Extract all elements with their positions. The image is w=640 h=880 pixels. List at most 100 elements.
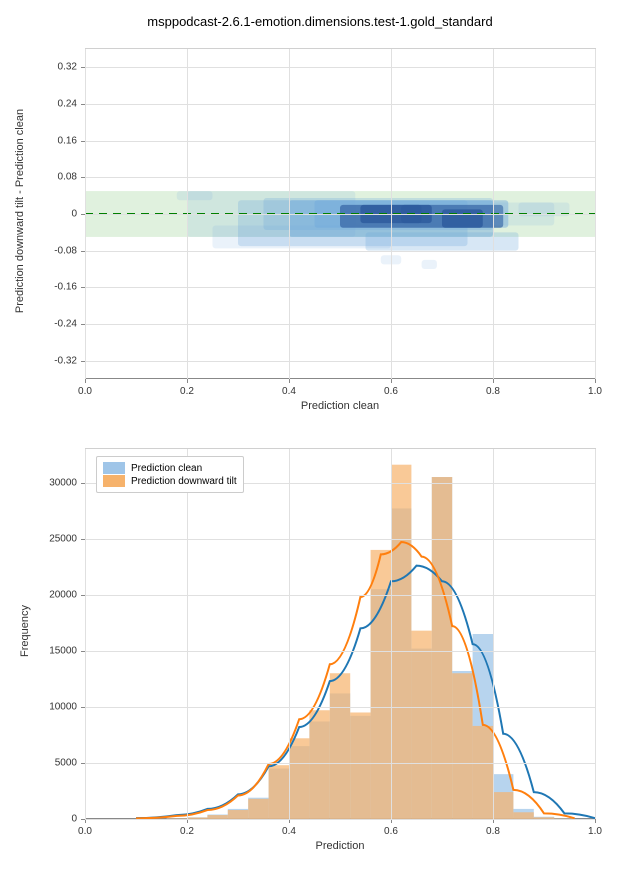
y-tick-label: 0	[71, 814, 77, 825]
tick-mark	[81, 67, 85, 68]
y-tick-label: 15000	[49, 645, 77, 656]
tick-mark	[81, 595, 85, 596]
legend-label: Prediction downward tilt	[131, 476, 237, 487]
x-tick-label: 0.2	[180, 826, 194, 837]
y-tick-label: 0.08	[58, 172, 77, 183]
x-tick-label: 0.4	[282, 386, 296, 397]
tick-mark	[81, 763, 85, 764]
x-tick-label: 1.0	[588, 386, 602, 397]
histogram-bar	[330, 673, 350, 819]
x-tick-label: 0.2	[180, 386, 194, 397]
histogram-bar	[432, 477, 452, 819]
gridline	[85, 361, 595, 362]
legend-item: Prediction clean	[103, 462, 237, 474]
tick-mark	[81, 141, 85, 142]
bland-altman-plot: 0.00.20.40.60.81.0-0.32-0.24-0.16-0.0800…	[85, 48, 596, 379]
histogram-bar	[493, 792, 513, 819]
x-tick-label: 0.0	[78, 386, 92, 397]
legend: Prediction clean Prediction downward tilt	[96, 456, 244, 493]
y-tick-label: 0.32	[58, 62, 77, 73]
tick-mark	[81, 324, 85, 325]
histogram-bar	[248, 799, 268, 819]
tick-mark	[81, 707, 85, 708]
y-tick-label: -0.32	[54, 355, 77, 366]
gridline	[85, 141, 595, 142]
tick-mark	[391, 379, 392, 383]
histogram-bar	[350, 712, 370, 819]
y-tick-label: 10000	[49, 701, 77, 712]
gridline	[85, 214, 595, 215]
y-tick-label: 20000	[49, 589, 77, 600]
x-tick-label: 0.6	[384, 826, 398, 837]
histogram-bar	[513, 812, 533, 819]
y-tick-label: 0.16	[58, 135, 77, 146]
density-cell	[366, 232, 519, 250]
tick-mark	[595, 819, 596, 823]
y-tick-label: 30000	[49, 477, 77, 488]
y-tick-label: 25000	[49, 533, 77, 544]
gridline	[85, 177, 595, 178]
y-axis-label: Prediction downward tilt - Prediction cl…	[14, 61, 26, 361]
y-tick-label: 0.24	[58, 99, 77, 110]
tick-mark	[81, 177, 85, 178]
x-tick-label: 0.8	[486, 826, 500, 837]
tick-mark	[493, 379, 494, 383]
legend-swatch	[103, 462, 125, 474]
tick-mark	[81, 819, 85, 820]
tick-mark	[81, 287, 85, 288]
x-tick-label: 0.6	[384, 386, 398, 397]
gridline	[85, 707, 595, 708]
legend-item: Prediction downward tilt	[103, 475, 237, 487]
x-tick-label: 1.0	[588, 826, 602, 837]
tick-mark	[81, 361, 85, 362]
histogram-bar	[452, 673, 472, 819]
histogram-bar	[411, 631, 431, 819]
tick-mark	[187, 379, 188, 383]
gridline	[85, 104, 595, 105]
tick-mark	[81, 651, 85, 652]
tick-mark	[81, 539, 85, 540]
x-axis-label: Prediction clean	[85, 400, 595, 412]
tick-mark	[289, 379, 290, 383]
gridline	[85, 67, 595, 68]
figure-title: msppodcast-2.6.1-emotion.dimensions.test…	[0, 14, 640, 29]
figure: msppodcast-2.6.1-emotion.dimensions.test…	[0, 0, 640, 880]
histogram-plot: 0.00.20.40.60.81.00500010000150002000025…	[85, 448, 596, 819]
legend-label: Prediction clean	[131, 463, 202, 474]
y-tick-label: -0.24	[54, 319, 77, 330]
gridline	[595, 449, 596, 819]
tick-mark	[81, 214, 85, 215]
histogram-bar	[391, 465, 411, 819]
histogram-bar	[228, 810, 248, 819]
gridline	[595, 49, 596, 379]
x-tick-label: 0.0	[78, 826, 92, 837]
gridline	[85, 287, 595, 288]
gridline	[85, 651, 595, 652]
histogram-bar	[309, 710, 329, 819]
y-axis-label: Frequency	[19, 531, 31, 731]
y-tick-label: -0.08	[54, 245, 77, 256]
gridline	[85, 251, 595, 252]
y-tick-label: 5000	[55, 757, 77, 768]
y-tick-label: 0	[71, 209, 77, 220]
tick-mark	[81, 104, 85, 105]
gridline	[85, 324, 595, 325]
tick-mark	[595, 379, 596, 383]
y-tick-label: -0.16	[54, 282, 77, 293]
gridline	[85, 539, 595, 540]
gridline	[85, 595, 595, 596]
legend-swatch	[103, 475, 125, 487]
x-tick-label: 0.4	[282, 826, 296, 837]
density-cell	[442, 209, 483, 227]
histogram-bar	[473, 726, 493, 819]
histogram-bar	[289, 738, 309, 819]
tick-mark	[85, 379, 86, 383]
density-cell	[422, 260, 437, 269]
tick-mark	[81, 251, 85, 252]
x-axis-label: Prediction	[85, 840, 595, 852]
gridline	[85, 763, 595, 764]
tick-mark	[81, 483, 85, 484]
x-tick-label: 0.8	[486, 386, 500, 397]
gridline	[85, 819, 595, 820]
histogram-bar	[269, 765, 289, 819]
